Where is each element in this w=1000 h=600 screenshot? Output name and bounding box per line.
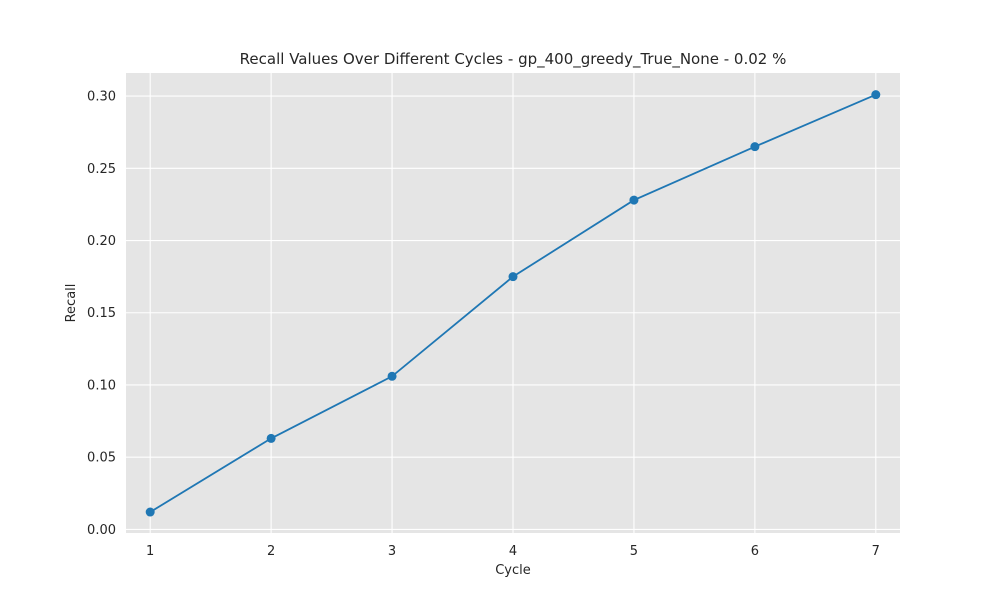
data-point: [750, 142, 760, 152]
data-point: [266, 433, 276, 443]
data-point: [508, 272, 518, 282]
data-point: [145, 507, 155, 517]
y-axis-ticks: 0.00 0.05 0.10 0.15 0.20 0.25 0.30: [87, 90, 116, 538]
y-tick-label: 0.10: [87, 378, 116, 393]
series-layer: [145, 90, 881, 517]
x-tick-label: 5: [630, 544, 638, 559]
x-tick-label: 2: [267, 544, 275, 559]
x-tick-label: 6: [751, 544, 759, 559]
y-tick-label: 0.20: [87, 234, 116, 249]
x-tick-label: 7: [872, 544, 880, 559]
x-tick-label: 3: [388, 544, 396, 559]
data-point: [871, 90, 881, 100]
data-point: [387, 371, 397, 381]
x-tick-label: 1: [146, 544, 154, 559]
y-tick-label: 0.25: [87, 162, 116, 177]
data-point: [629, 195, 639, 205]
y-axis-label: Recall: [64, 284, 79, 323]
grid-lines: [126, 73, 900, 533]
x-tick-label: 4: [509, 544, 517, 559]
y-tick-label: 0.30: [87, 90, 116, 105]
y-tick-label: 0.00: [87, 523, 116, 538]
x-axis-ticks: 1 2 3 4 5 6 7: [146, 544, 880, 559]
y-tick-label: 0.15: [87, 306, 116, 321]
chart-title: Recall Values Over Different Cycles - gp…: [240, 50, 787, 69]
y-tick-label: 0.05: [87, 451, 116, 466]
x-axis-label: Cycle: [495, 563, 531, 578]
